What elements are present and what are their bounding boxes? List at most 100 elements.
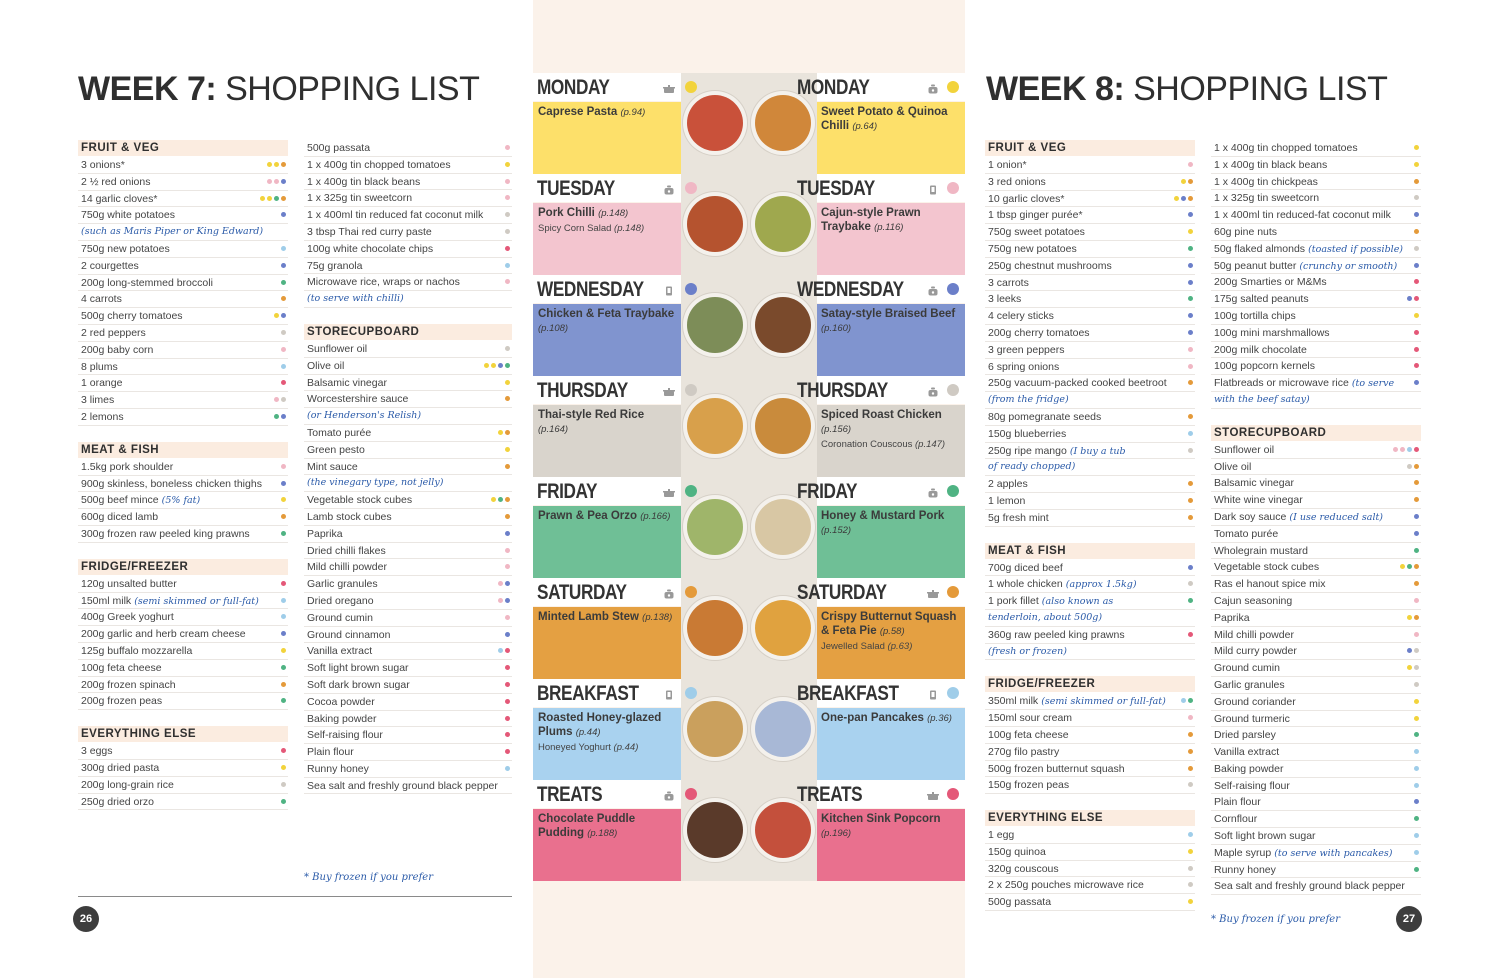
day-dots — [281, 748, 286, 754]
list-item: 750g new potatoes — [78, 241, 288, 258]
list-item: 150g frozen peas — [985, 777, 1195, 795]
day-name: TREATS — [797, 783, 863, 806]
side-name: Jewelled Salad — [821, 641, 888, 652]
list-item: 4 celery sticks — [985, 308, 1195, 325]
day-name: THURSDAY — [537, 379, 628, 402]
list-item: Cornflour — [1211, 811, 1421, 829]
day-dot — [1188, 564, 1193, 570]
list-note: tenderloin, about 500g) — [985, 610, 1195, 627]
recipe-title: Pork Chilli (p.148) — [538, 206, 676, 221]
item-text: 2 lemons — [81, 410, 124, 423]
side-page: (p.148) — [614, 223, 645, 234]
item-text: (fresh or frozen) — [988, 645, 1067, 657]
day-dot — [505, 195, 510, 201]
list-item: 1 lemon — [985, 493, 1195, 510]
day-dots — [1414, 245, 1419, 251]
list-item: Maple syrup (to serve with pancakes) — [1211, 845, 1421, 862]
dish — [755, 701, 811, 757]
item-text: 60g pine nuts — [1214, 225, 1278, 238]
day-card-monday: MONDAY Sweet Potato & Quinoa Chilli (p.64… — [749, 73, 965, 174]
list-item: Sea salt and freshly ground black pepper — [1211, 878, 1421, 896]
item-text: 100g white chocolate chips — [307, 242, 434, 255]
day-name: WEDNESDAY — [537, 278, 644, 301]
pot-icon — [663, 384, 675, 396]
day-dot — [281, 614, 286, 620]
day-dots — [1414, 631, 1419, 637]
day-dots — [491, 497, 510, 503]
item-text: 1 egg — [988, 829, 1015, 842]
day-dots — [281, 245, 286, 251]
day-dot — [498, 648, 503, 654]
day-dots — [1414, 866, 1419, 872]
list-item: Cajun seasoning — [1211, 593, 1421, 610]
recipe-photo — [749, 73, 817, 174]
item-text: 2 x 250g pouches microwave rice — [988, 879, 1144, 892]
day-dot — [1188, 848, 1193, 854]
day-dots — [1188, 245, 1193, 251]
item-text: Dark soy sauce — [1214, 510, 1287, 523]
list-item: 2 x 250g pouches microwave rice — [985, 877, 1195, 895]
day-dot — [281, 296, 286, 302]
day-dot — [1414, 329, 1419, 335]
recipe-name: Crispy Butternut Squash & Feta Pie — [821, 611, 957, 637]
pressure-icon — [927, 182, 939, 195]
day-dot — [1188, 296, 1193, 302]
day-colour-dot — [947, 81, 959, 93]
item-text: Paprika — [307, 527, 343, 540]
day-dot — [1188, 514, 1193, 520]
item-text: of ready chopped) — [988, 461, 1076, 473]
day-dots — [1188, 313, 1193, 319]
recipe-text: One-pan Pancakes (p.36) — [821, 711, 959, 726]
day-dots — [498, 581, 510, 587]
day-dots — [281, 296, 286, 302]
day-dots — [1188, 748, 1193, 754]
list-item: 1 orange — [78, 375, 288, 393]
recipe-name: One-pan Pancakes — [821, 712, 928, 724]
day-dot — [281, 580, 286, 586]
recipe-title: Cajun-style Prawn Traybake (p.116) — [821, 206, 959, 235]
day-dots — [1414, 732, 1419, 738]
item-text: 400g Greek yoghurt — [81, 611, 174, 624]
list-item: Ground cinnamon — [304, 627, 512, 644]
day-dots — [1414, 161, 1419, 167]
recipe-text: Kitchen Sink Popcorn (p.196) — [821, 812, 959, 841]
list-item: 270g filo pastry — [985, 744, 1195, 761]
list-item: 3 carrots — [985, 275, 1195, 292]
day-dot — [281, 195, 286, 201]
item-text: 500g beef mince — [81, 494, 159, 507]
list-item: Runny honey — [304, 761, 512, 778]
item-text: 80g pomegranate seeds — [988, 410, 1102, 423]
day-dot — [281, 380, 286, 386]
day-colour-dot — [947, 788, 959, 800]
day-dot — [274, 178, 279, 184]
item-text: 3 red onions — [988, 175, 1046, 188]
item-text: 150g blueberries — [988, 427, 1067, 440]
item-text: Balsamic vinegar — [307, 376, 387, 389]
item-text: (the vinegary type, not jelly) — [307, 477, 444, 489]
day-dots — [505, 631, 510, 637]
day-dot — [505, 648, 510, 654]
item-text: 200g long-stemmed broccoli — [81, 276, 213, 289]
day-dot — [505, 379, 510, 385]
recipe-title: Satay-style Braised Beef (p.160) — [821, 307, 959, 336]
day-colour-dot — [685, 485, 697, 497]
dish — [755, 398, 811, 454]
list-item: Olive oil — [1211, 459, 1421, 476]
day-dots — [1400, 564, 1419, 570]
day-dots — [1414, 312, 1419, 318]
list-item: Vegetable stock cubes — [304, 492, 512, 509]
item-text: Lamb stock cubes — [307, 510, 392, 523]
day-dots — [281, 597, 286, 603]
section-heading: FRUIT & VEG — [985, 140, 1195, 156]
list-item: 900g skinless, boneless chicken thighs — [78, 476, 288, 493]
day-dots — [281, 798, 286, 804]
item-text: 50g flaked almonds — [1214, 242, 1306, 255]
day-colour-dot — [685, 384, 697, 396]
list-item: Mild chilli powder — [1211, 627, 1421, 644]
day-dots — [1414, 195, 1419, 201]
recipe-name: Kitchen Sink Popcorn — [821, 813, 941, 825]
day-dots — [1414, 513, 1419, 519]
list-item: 1 tbsp ginger purée* — [985, 207, 1195, 225]
day-dot — [1407, 648, 1412, 654]
day-dot — [505, 765, 510, 771]
